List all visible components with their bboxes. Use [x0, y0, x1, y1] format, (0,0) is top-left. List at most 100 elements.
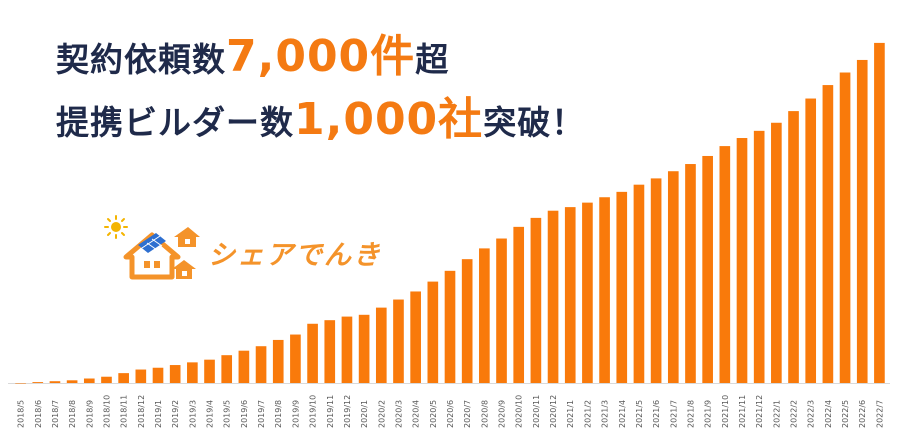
bar [633, 184, 645, 383]
x-tick-label: 2020/9 [498, 400, 507, 428]
bar [238, 350, 250, 383]
bar [118, 373, 129, 383]
bar [650, 178, 662, 383]
x-tick-label: 2019/5 [223, 400, 232, 428]
bar [83, 378, 95, 383]
headline-contracts: 契約依頼数7,000件超 [56, 20, 449, 84]
x-tick-label: 2018/11 [120, 395, 129, 428]
bar [547, 210, 559, 383]
x-tick-label: 2019/1 [154, 400, 163, 428]
bar [685, 164, 696, 383]
headline-builders-suffix: 突破！ [483, 103, 586, 142]
x-tick-label: 2018/10 [102, 395, 111, 428]
bar [32, 382, 44, 383]
x-tick-label: 2021/12 [755, 395, 764, 428]
logo-text: シェアでんき [208, 240, 382, 271]
bar [152, 367, 164, 383]
bar [204, 359, 215, 383]
bar [341, 316, 353, 383]
bar [272, 339, 284, 383]
x-tick-label: 2018/6 [34, 400, 43, 428]
bar [822, 85, 834, 383]
x-tick-label: 2022/6 [858, 400, 867, 428]
bar [427, 281, 439, 383]
bar [530, 217, 542, 383]
bar [221, 355, 233, 383]
x-tick-label: 2019/11 [326, 395, 335, 428]
bar [599, 197, 610, 383]
bar [702, 155, 713, 383]
bar [496, 238, 507, 383]
x-tick-label: 2019/2 [171, 400, 180, 428]
headline-builders-number: 1,000社 [294, 94, 484, 145]
bar [66, 380, 78, 383]
x-tick-label: 2019/4 [206, 400, 215, 428]
bar [255, 346, 267, 383]
bar [307, 323, 318, 383]
x-tick-label: 2020/1 [360, 400, 369, 428]
x-tick-label: 2021/4 [618, 400, 627, 428]
bar [564, 207, 576, 383]
bar [49, 381, 61, 383]
bar [805, 98, 817, 383]
house-sun-icon [104, 215, 200, 280]
x-tick-label: 2019/6 [240, 400, 249, 428]
x-tick-label: 2020/5 [429, 400, 438, 428]
x-tick-label: 2019/3 [188, 400, 197, 428]
bar [753, 130, 765, 383]
x-tick-label: 2020/8 [480, 400, 489, 428]
x-tick-label: 2018/9 [85, 400, 94, 428]
x-tick-label: 2022/1 [772, 400, 781, 428]
bar [513, 226, 525, 383]
headline-contracts-prefix: 契約依頼数 [56, 40, 226, 79]
x-tick-label: 2021/6 [652, 400, 661, 428]
x-tick-label: 2021/5 [635, 400, 644, 428]
x-tick-label: 2020/10 [515, 395, 524, 428]
x-tick-label: 2021/11 [738, 395, 747, 428]
x-tick-label: 2019/10 [309, 395, 318, 428]
bar [15, 383, 26, 384]
x-tick-label: 2020/12 [549, 395, 558, 428]
x-tick-label: 2021/9 [704, 400, 713, 428]
bar [393, 299, 404, 383]
x-tick-label: 2019/8 [274, 400, 283, 428]
x-tick-label: 2021/2 [583, 400, 592, 428]
bar [582, 202, 593, 383]
x-tick-label: 2018/5 [17, 400, 26, 428]
bar [187, 362, 198, 383]
headline-builders: 提携ビルダー数1,000社突破！ [56, 83, 585, 147]
bar [101, 376, 112, 383]
bar [479, 248, 490, 383]
bar [839, 72, 851, 383]
x-tick-label: 2021/3 [601, 400, 610, 428]
headline-contracts-number: 7,000件 [226, 31, 416, 82]
x-tick-label: 2020/7 [463, 400, 472, 428]
headline-builders-prefix: 提携ビルダー数 [56, 103, 294, 142]
bar [290, 334, 301, 383]
x-tick-label: 2021/10 [721, 395, 730, 428]
x-tick-label: 2020/11 [532, 395, 541, 428]
x-tick-label: 2018/8 [68, 400, 77, 428]
x-tick-label: 2020/4 [412, 400, 421, 428]
bar [358, 314, 370, 383]
headline-contracts-suffix: 超 [415, 40, 450, 79]
bar [856, 59, 868, 383]
x-tick-label: 2021/8 [686, 400, 695, 428]
x-tick-label: 2018/7 [51, 400, 60, 428]
bar [135, 369, 147, 383]
bar [667, 171, 679, 383]
bar [616, 191, 628, 383]
x-tick-label: 2019/9 [291, 400, 300, 428]
x-tick-label: 2022/4 [824, 400, 833, 428]
share-denki-logo: シェアでんき [104, 215, 380, 285]
bar [324, 320, 336, 383]
x-tick-label: 2019/12 [343, 395, 352, 428]
x-tick-label: 2022/3 [807, 400, 816, 428]
bar [771, 122, 782, 383]
bar [169, 365, 181, 383]
x-tick-label: 2022/5 [841, 400, 850, 428]
x-tick-label: 2020/3 [394, 400, 403, 428]
x-tick-label: 2020/2 [377, 400, 386, 428]
x-tick-label: 2021/1 [566, 400, 575, 428]
